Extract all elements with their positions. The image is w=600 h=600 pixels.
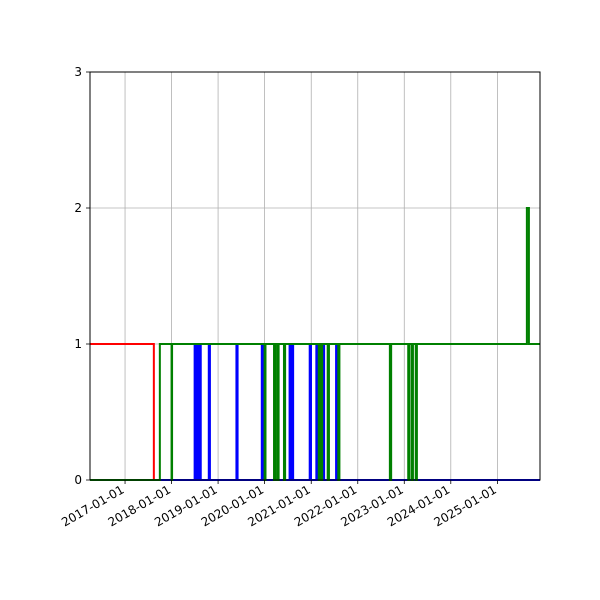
y-tick-label: 3 (74, 65, 82, 79)
y-tick-label: 1 (74, 337, 82, 351)
series-line-2 (90, 207, 540, 481)
y-tick-label: 2 (74, 201, 82, 215)
y-tick-label: 0 (74, 473, 82, 487)
plot-area-frame (89, 71, 541, 481)
